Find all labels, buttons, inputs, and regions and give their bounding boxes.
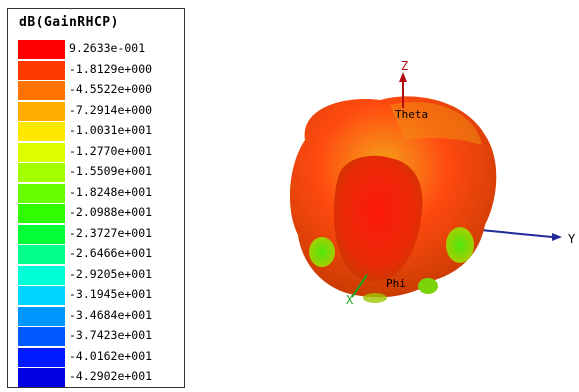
legend-color-swatch	[18, 183, 65, 203]
null-region-right	[446, 227, 474, 263]
theta-label: Theta	[395, 108, 428, 121]
z-axis-label: Z	[401, 59, 408, 73]
legend-value-label: -1.8129e+000	[69, 61, 153, 76]
legend-entry: -3.7423e+001	[18, 327, 178, 346]
y-axis-label: Y	[568, 232, 576, 246]
legend-title: dB(GainRHCP)	[19, 15, 119, 30]
legend-color-swatch	[18, 306, 65, 326]
legend-entry: 9.2633e-001	[18, 40, 178, 59]
legend-entry: -1.8129e+000	[18, 60, 178, 80]
legend-value-label: -4.0162e+001	[69, 348, 153, 363]
legend-color-swatch	[18, 81, 65, 100]
legend-color-swatch	[18, 122, 65, 141]
legend-color-swatch	[18, 101, 65, 121]
legend-color-swatch	[18, 40, 65, 59]
legend-entry: -3.4684e+001	[18, 306, 178, 326]
legend-entry: -2.6466e+001	[18, 245, 178, 264]
legend-color-swatch	[18, 60, 65, 80]
legend-value-label: -2.3727e+001	[69, 225, 153, 240]
null-region-left	[309, 237, 335, 267]
legend-color-swatch	[18, 368, 65, 387]
color-scale-legend: dB(GainRHCP) 9.2633e-001 -1.8129e+000 -4.5…	[7, 8, 185, 388]
x-axis-label: X	[346, 293, 354, 307]
legend-entry: -1.2770e+001	[18, 142, 178, 162]
legend-entry: -4.2902e+001	[18, 368, 178, 387]
y-axis-arrowhead	[552, 233, 562, 241]
legend-value-label: 9.2633e-001	[69, 41, 146, 55]
legend-color-swatch	[18, 327, 65, 346]
legend-value-label: -3.4684e+001	[69, 307, 153, 322]
legend-color-swatch	[18, 142, 65, 162]
x-axis-line	[351, 274, 368, 298]
phi-label: Phi	[386, 277, 406, 290]
legend-entry: -4.0162e+001	[18, 347, 178, 367]
legend-color-swatch	[18, 265, 65, 285]
legend-color-swatch	[18, 286, 65, 305]
legend-value-label: -7.2914e+000	[69, 102, 153, 117]
main-beam-lobe	[333, 155, 423, 282]
legend-value-label: -1.2770e+001	[69, 143, 153, 158]
radiation-pattern-3d-plot[interactable]: Z Theta Y X Phi	[230, 40, 579, 370]
null-region-bottom	[418, 278, 438, 294]
legend-value-label: -3.7423e+001	[69, 328, 153, 342]
legend-entry: -1.0031e+001	[18, 122, 178, 141]
legend-value-label: -2.6466e+001	[69, 246, 153, 260]
null-region-base	[363, 293, 387, 303]
legend-color-swatch	[18, 163, 65, 182]
legend-value-label: -1.8248e+001	[69, 184, 153, 199]
legend-entry: -1.8248e+001	[18, 183, 178, 203]
legend-entry: -7.2914e+000	[18, 101, 178, 121]
legend-entry: -2.9205e+001	[18, 265, 178, 285]
legend-entry: -2.3727e+001	[18, 224, 178, 244]
radiation-pattern-svg: Z Theta Y X Phi	[289, 59, 576, 307]
pattern-highlight	[390, 101, 482, 145]
legend-entry: -4.5522e+000	[18, 81, 178, 100]
legend-entry: -1.5509e+001	[18, 163, 178, 182]
legend-color-swatch	[18, 245, 65, 264]
legend-value-label: -2.9205e+001	[69, 266, 153, 281]
legend-color-swatch	[18, 204, 65, 223]
legend-value-label: -4.2902e+001	[69, 369, 153, 383]
legend-color-swatch	[18, 224, 65, 244]
legend-value-label: -1.0031e+001	[69, 123, 153, 137]
legend-value-label: -4.5522e+000	[69, 82, 153, 96]
legend-value-label: -2.0988e+001	[69, 205, 153, 219]
legend-value-label: -1.5509e+001	[69, 164, 153, 178]
z-axis-arrowhead	[399, 72, 407, 82]
legend-entry: -3.1945e+001	[18, 286, 178, 305]
legend-value-label: -3.1945e+001	[69, 287, 153, 301]
legend-color-swatch	[18, 347, 65, 367]
legend-entry: -2.0988e+001	[18, 204, 178, 223]
